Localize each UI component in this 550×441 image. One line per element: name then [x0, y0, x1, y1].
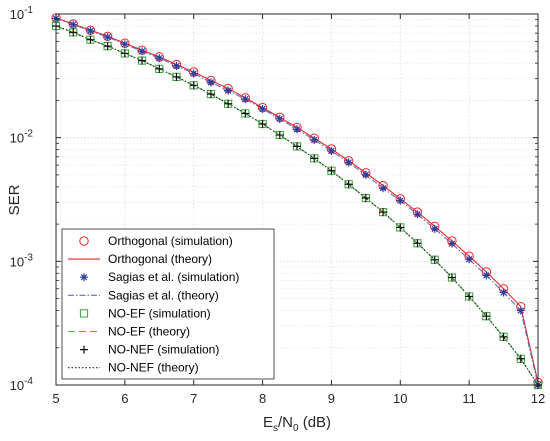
legend-box	[61, 228, 275, 380]
data-point	[293, 125, 301, 134]
data-point	[206, 90, 215, 99]
data-point	[361, 194, 370, 203]
data-point	[69, 20, 78, 29]
data-point	[327, 147, 336, 156]
data-point	[258, 119, 267, 128]
legend-label: NO-NEF (theory)	[108, 361, 199, 375]
legend: Orthogonal (simulation) Orthogonal (theor…	[61, 228, 275, 380]
y-tick-label: 10-3	[10, 252, 34, 269]
legend-label: Orthogonal (simulation)	[108, 234, 233, 248]
plot-frame	[55, 13, 539, 386]
data-point	[430, 224, 439, 233]
data-point	[465, 292, 474, 301]
data-point	[447, 273, 456, 282]
data-point	[138, 56, 147, 65]
data-point	[103, 42, 112, 51]
data-point	[120, 40, 129, 49]
data-point	[275, 114, 284, 123]
data-point	[482, 312, 491, 321]
legend-label: Sagias et al. (theory)	[108, 288, 219, 302]
data-point	[189, 69, 198, 78]
data-point	[516, 354, 525, 363]
data-point	[447, 239, 456, 248]
data-point	[293, 142, 301, 151]
legend-label: Orthogonal (theory)	[108, 252, 212, 266]
y-tick-label: 10-4	[10, 376, 34, 393]
data-point	[379, 208, 388, 217]
data-point	[516, 306, 525, 315]
data-point	[413, 210, 422, 219]
data-point	[155, 64, 164, 73]
x-tick-label: 12	[531, 391, 545, 406]
x-tick-label: 9	[328, 391, 335, 406]
data-point	[172, 61, 181, 70]
data-point	[103, 33, 112, 42]
legend-marker	[79, 309, 89, 318]
x-tick-label: 8	[259, 391, 266, 406]
data-point	[499, 288, 508, 297]
data-point	[482, 271, 491, 280]
data-point	[396, 196, 405, 205]
data-point	[120, 49, 129, 58]
data-point	[138, 47, 147, 56]
legend-marker	[80, 345, 88, 354]
data-point	[361, 170, 370, 179]
x-tick-label: 5	[52, 391, 59, 406]
data-point	[172, 72, 181, 81]
legend-label: NO-EF (simulation)	[108, 306, 211, 320]
data-point	[69, 28, 78, 37]
data-point	[275, 131, 284, 140]
legend-label: NO-NEF (simulation)	[108, 343, 219, 357]
data-point	[241, 95, 250, 104]
x-tick-label: 10	[393, 391, 407, 406]
data-point	[465, 255, 474, 264]
legend-marker	[79, 236, 89, 246]
data-point	[430, 255, 439, 264]
legend-label: NO-EF (theory)	[108, 325, 190, 339]
y-tick-label: 10-2	[10, 129, 34, 146]
data-point	[86, 35, 95, 44]
data-point	[310, 154, 319, 163]
data-point	[499, 332, 508, 341]
data-point	[413, 239, 422, 248]
x-tick-label: 7	[190, 391, 197, 406]
data-point	[224, 99, 233, 108]
data-point	[155, 54, 164, 63]
data-point	[224, 86, 233, 95]
data-point	[206, 78, 215, 87]
data-point	[396, 223, 405, 232]
x-axis-label: Es/N0 (dB)	[263, 414, 331, 434]
data-point	[258, 104, 267, 113]
legend-label: Sagias et al. (simulation)	[108, 270, 239, 284]
x-tick-label: 6	[121, 391, 128, 406]
data-point	[86, 26, 95, 35]
y-axis-label: SER	[6, 184, 23, 215]
data-point	[241, 109, 250, 118]
data-point	[379, 184, 388, 193]
y-tick-label: 10-1	[10, 5, 34, 22]
data-point	[344, 180, 353, 189]
axis-ticks: 5 6 7 8 9 10 11 12 10-1 10-2 10-3 10-4	[10, 5, 546, 406]
legend-marker	[80, 273, 88, 282]
data-point	[327, 166, 336, 175]
data-point	[189, 81, 198, 90]
data-point	[344, 158, 353, 167]
x-tick-label: 11	[462, 391, 476, 406]
series-layer	[51, 13, 543, 390]
data-point	[310, 135, 319, 144]
